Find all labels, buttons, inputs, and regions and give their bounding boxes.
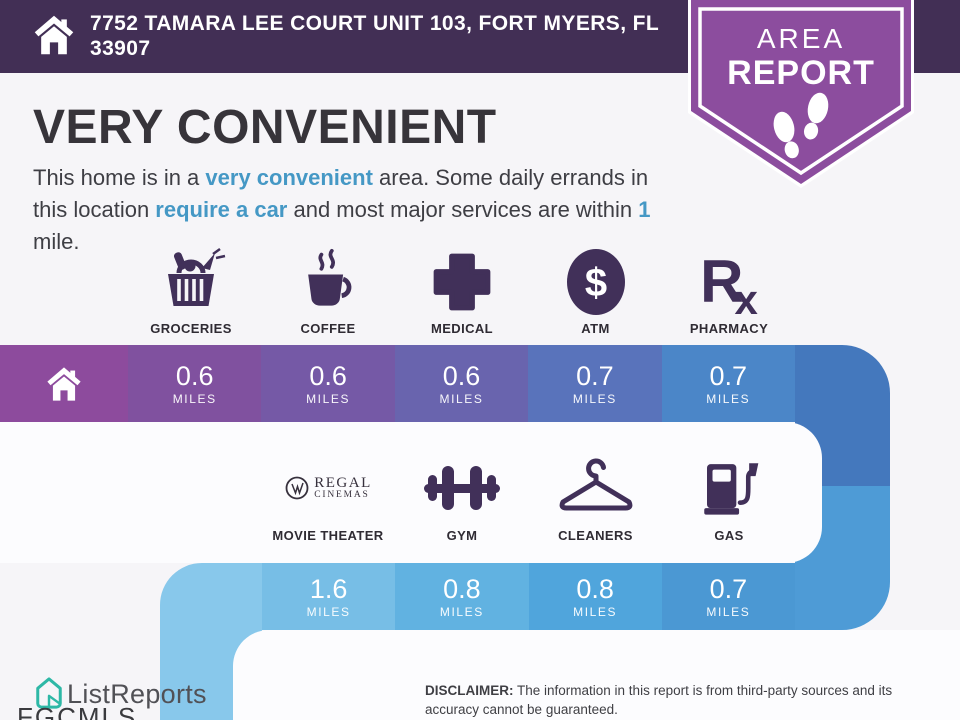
home-icon — [47, 366, 81, 401]
desc-part4: mile. — [33, 229, 80, 254]
gym-dumbbell-icon — [424, 466, 500, 510]
bar-home-segment — [0, 345, 128, 422]
cleaners-hanger-icon — [559, 458, 632, 511]
badge-line2: REPORT — [727, 54, 875, 92]
atm-dollar-icon: $ — [566, 249, 625, 315]
address-line1: 7752 TAMARA LEE COURT UNIT 103, FORT MYE… — [90, 12, 660, 35]
category-movie-theater: REGAL CINEMAS — [261, 452, 395, 524]
disclaimer: DISCLAIMER: The information in this repo… — [425, 681, 927, 719]
regal-emblem-icon — [285, 476, 309, 500]
distance-segment: 0.7 MILES — [528, 345, 662, 422]
address-line2: 33907 — [90, 37, 151, 60]
middle-white-card — [0, 422, 822, 563]
regal-brand-top: REGAL — [314, 474, 372, 491]
pharmacy-rx-icon: Rx — [700, 248, 758, 323]
category-pharmacy: Rx — [662, 246, 796, 323]
label-cleaners: CLEANERS — [558, 528, 633, 543]
home-icon — [34, 15, 74, 55]
distance-segment: 0.8 MILES — [395, 563, 529, 630]
category-groceries — [124, 246, 258, 318]
distance-bar-top: 0.6 MILES 0.6 MILES 0.6 MILES 0.7 MILES 0.7 M… — [0, 345, 795, 422]
distance-segment: 0.6 MILES — [128, 345, 262, 422]
category-medical — [395, 246, 529, 318]
gas-pump-icon — [704, 463, 759, 515]
label-gas: GAS — [714, 528, 744, 543]
category-gas — [662, 452, 796, 524]
page-title: VERY CONVENIENT — [33, 101, 497, 154]
distance-segment: 0.8 MILES — [528, 563, 662, 630]
desc-part1: This home is in a — [33, 165, 206, 190]
distance-segment: 0.7 MILES — [661, 345, 795, 422]
listreports-logo-icon — [36, 677, 62, 709]
desc-part3: and most major services are within — [287, 197, 639, 222]
regal-cinemas-logo: REGAL CINEMAS — [284, 475, 372, 501]
footprints-icon — [773, 92, 829, 159]
label-medical: MEDICAL — [430, 321, 494, 336]
label-coffee: COFFEE — [300, 321, 356, 336]
label-movie-theater: MOVIE THEATER — [272, 528, 384, 543]
dollar-glyph: $ — [584, 261, 606, 305]
label-atm: ATM — [581, 321, 610, 336]
property-address: 7752 TAMARA LEE COURT UNIT 103, FORT MYE… — [90, 11, 659, 61]
area-report-badge: AREA REPORT — [688, 0, 914, 188]
category-cleaners — [529, 452, 663, 524]
distance-segment: 0.6 MILES — [394, 345, 529, 422]
desc-highlight2: require a car — [155, 197, 288, 222]
distance-segment: 1.6 MILES — [262, 563, 396, 630]
desc-part2: area. Some daily errands in this locatio… — [33, 165, 649, 222]
desc-highlight3: 1 — [638, 197, 651, 222]
listreports-brand: ListReports — [67, 679, 207, 709]
disclaimer-label: DISCLAIMER: — [425, 683, 514, 698]
distance-bar-bottom: 1.6 MILES 0.8 MILES 0.8 MILES 0.7 MILES — [262, 563, 795, 630]
coffee-cup-icon — [308, 248, 352, 306]
distance-segment: 0.7 MILES — [661, 563, 795, 630]
desc-highlight1: very convenient — [205, 165, 373, 190]
groceries-basket-icon — [168, 247, 226, 306]
description-text: This home is in a very convenient area. … — [33, 162, 688, 258]
badge-line1: AREA — [757, 23, 845, 54]
distance-segment: 0.6 MILES — [261, 345, 395, 422]
category-coffee — [261, 246, 395, 318]
medical-cross-icon — [433, 253, 491, 311]
disclaimer-text: The information in this report is from t… — [425, 683, 893, 717]
label-gym: GYM — [446, 528, 478, 543]
regal-brand-bottom: CINEMAS — [314, 489, 370, 500]
category-atm: $ — [529, 246, 663, 318]
category-gym — [395, 452, 529, 524]
label-pharmacy: PHARMACY — [689, 321, 769, 336]
footer-white-card — [233, 630, 960, 720]
mls-name: FGCMLS — [17, 702, 138, 720]
label-groceries: GROCERIES — [150, 321, 232, 336]
